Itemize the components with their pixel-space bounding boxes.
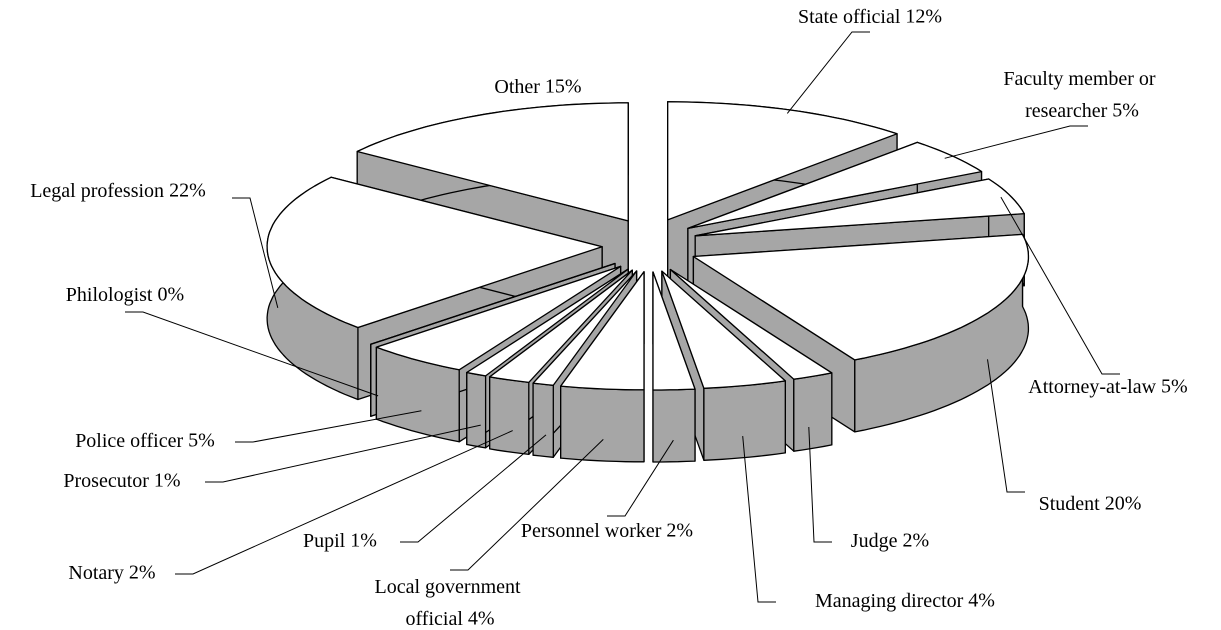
label-line: Prosecutor (63, 470, 149, 492)
slice-top (466, 268, 629, 377)
slice-rim (466, 371, 487, 449)
leader-line (1000, 196, 1120, 375)
leader-line (232, 197, 279, 309)
label-line: researcher (1025, 100, 1107, 122)
slice-label: Prosecutor (63, 470, 149, 492)
leader-line (742, 436, 776, 603)
label-line: Legal profession (30, 180, 164, 202)
leader-line (125, 311, 379, 397)
label-line: Attorney-at-law (1028, 376, 1156, 398)
value-label: 2% (903, 530, 930, 552)
slice-label: Managing director (815, 590, 964, 612)
slice-label: Personnel worker (521, 520, 662, 542)
slice-top (370, 262, 616, 345)
slice-label: Student (1039, 493, 1101, 515)
slice-top (669, 268, 833, 380)
slice-top (661, 270, 786, 389)
label-line: Faculty member or (1003, 68, 1160, 90)
value-label: 4% (968, 590, 995, 612)
label-line: Judge (851, 530, 898, 552)
value-label: 1% (154, 470, 181, 492)
slice-top (692, 233, 1030, 361)
slice-label: Other (494, 76, 540, 98)
leader-line (235, 410, 422, 443)
leader-line (175, 430, 513, 575)
value-label: 5% (1161, 376, 1188, 398)
label-line: Local government (375, 576, 526, 598)
label-line: Philologist (66, 284, 153, 306)
slice-top (532, 270, 638, 386)
slice-label: Judge (851, 530, 898, 552)
slice-top (560, 271, 645, 391)
label-line: Other (494, 76, 540, 98)
slice-top (356, 102, 629, 222)
slice-label: Legal profession (30, 180, 164, 202)
label-line: official (406, 608, 464, 630)
label-line: Pupil (303, 530, 346, 552)
value-label: 15% (545, 76, 582, 98)
slice-rim (532, 382, 554, 458)
slice-top (266, 176, 603, 329)
value-label: 12% (905, 6, 942, 28)
leader-line (205, 424, 481, 483)
slice (560, 271, 645, 463)
value-label: 1% (350, 530, 377, 552)
slice-top (652, 271, 696, 391)
value-label: 20% (1105, 493, 1142, 515)
leader-line (400, 434, 547, 543)
label-line: Student (1039, 493, 1101, 515)
slice-label: Local government official (375, 576, 526, 630)
leader-line (607, 439, 674, 517)
slice-rim (793, 372, 833, 452)
slice-rim (703, 380, 786, 461)
slice-label: Pupil (303, 530, 346, 552)
slice-label: State official (798, 6, 901, 28)
value-label: 5% (1112, 100, 1139, 122)
leader-line (987, 359, 1025, 493)
value-label: 2% (129, 562, 156, 584)
slice-top (489, 269, 633, 384)
slice-label: Philologist (66, 284, 153, 306)
slice-label: Notary (68, 562, 124, 584)
slice-top (667, 101, 898, 221)
leader-line (808, 426, 832, 543)
label-line: State official (798, 6, 901, 28)
slice-label: Faculty member or researcher (1003, 68, 1160, 122)
leader-line (450, 439, 604, 571)
value-label: 0% (158, 284, 185, 306)
slice-label: Attorney-at-law (1028, 376, 1156, 398)
slice-rim (560, 385, 645, 463)
slice-label: Police officer (75, 430, 183, 452)
leader-line (944, 125, 1088, 159)
slice-top (694, 178, 1025, 237)
value-label: 5% (188, 430, 215, 452)
slices (266, 101, 1030, 463)
label-line: Managing director (815, 590, 964, 612)
labels: State official 12% Faculty member or resea… (30, 6, 1187, 630)
value-label: 2% (666, 520, 693, 542)
label-line: Police officer (75, 430, 183, 452)
label-line: Notary (68, 562, 124, 584)
slice-rim (489, 376, 530, 456)
value-label: 4% (468, 608, 495, 630)
leader-line (786, 31, 870, 114)
slice-top (375, 265, 622, 371)
slice (652, 271, 696, 463)
slice-rim (652, 388, 696, 463)
label-line: Personnel worker (521, 520, 662, 542)
value-label: 22% (169, 180, 206, 202)
